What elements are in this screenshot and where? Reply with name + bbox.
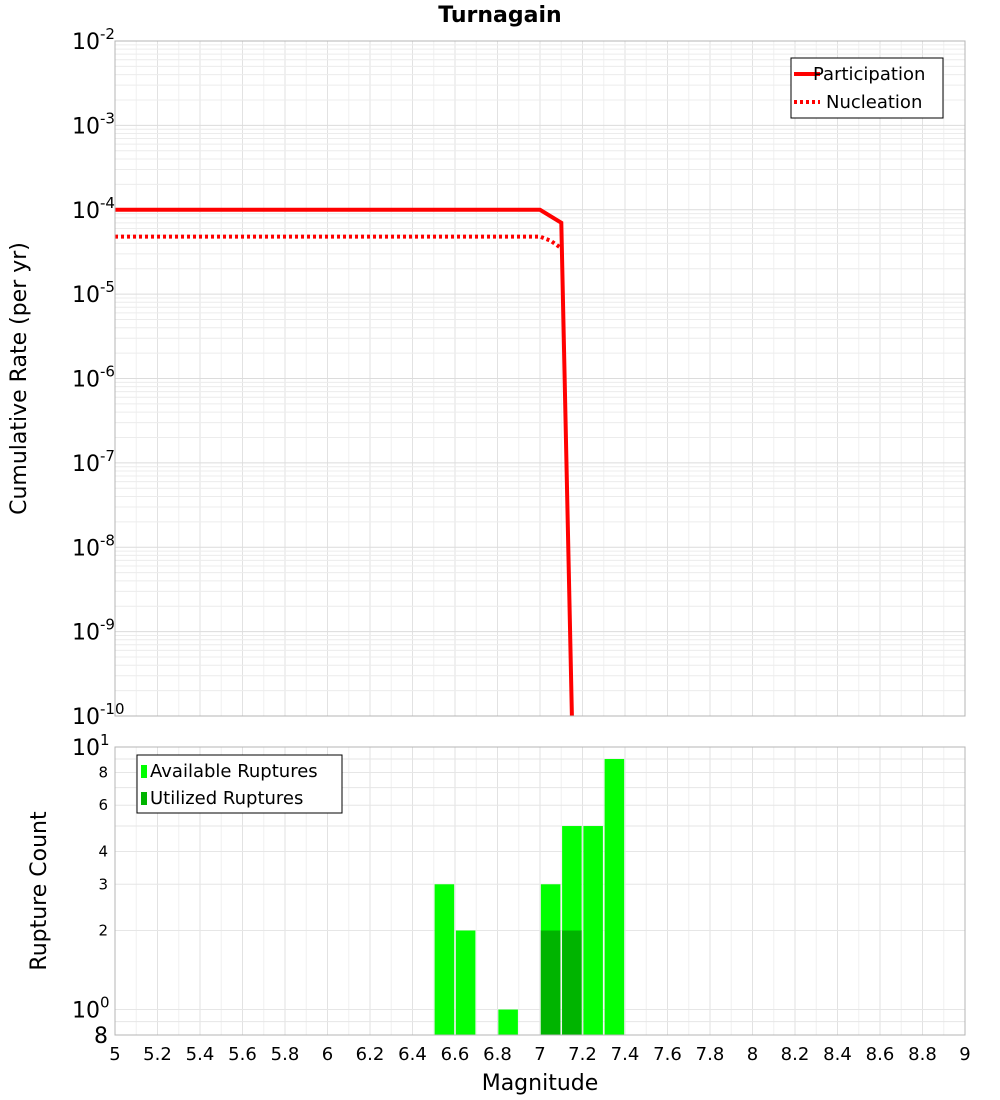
y-tick-label: 10-7 <box>72 447 115 477</box>
x-tick-label: 5.2 <box>143 1044 172 1065</box>
y-tick-exponent: -3 <box>100 109 115 127</box>
x-tick-label: 8 <box>747 1044 758 1065</box>
x-tick-label: 6.4 <box>398 1044 427 1065</box>
y-tick-label: 3 <box>98 875 108 893</box>
x-tick-label: 6.8 <box>483 1044 512 1065</box>
y-tick-label: 10-5 <box>72 278 115 308</box>
bar-available-ruptures <box>583 826 603 1035</box>
legend-label-utilized-ruptures: Utilized Ruptures <box>150 788 303 809</box>
y-tick-exponent: 0 <box>100 994 110 1012</box>
x-tick-label: 5.4 <box>186 1044 215 1065</box>
series-line-participation <box>115 207 574 716</box>
rate-legend: Participation Nucleation <box>790 57 944 119</box>
y-tick-label: 100 <box>72 994 110 1024</box>
y-tick-exponent: -10 <box>100 700 125 718</box>
rupture-y-axis-label: Rupture Count <box>27 811 52 971</box>
y-tick-label: 10-6 <box>72 363 115 393</box>
y-tick-base: 10 <box>72 368 100 393</box>
x-tick-label: 5.8 <box>271 1044 300 1065</box>
x-tick-label: 7.8 <box>696 1044 725 1065</box>
x-tick-label: 7.2 <box>568 1044 597 1065</box>
y-tick-exponent: -8 <box>100 531 115 549</box>
bar-available-ruptures <box>604 759 625 1035</box>
legend-label-participation: Participation <box>813 64 925 85</box>
y-tick-base: 10 <box>72 621 100 646</box>
y-tick-label: 10-2 <box>72 25 115 55</box>
bar-available-ruptures <box>455 930 476 1035</box>
y-tick-label: 10-9 <box>72 616 115 646</box>
rate-plot-grid <box>114 41 966 717</box>
y-tick-exponent: -4 <box>100 194 115 212</box>
x-tick-label: 6.2 <box>356 1044 385 1065</box>
legend-box <box>136 754 343 814</box>
x-tick-label: 5 <box>109 1044 120 1065</box>
y-tick-exponent: -6 <box>100 363 115 381</box>
x-tick-label: 5.6 <box>228 1044 257 1065</box>
legend-box <box>790 57 944 119</box>
y-tick-base: 10 <box>72 536 100 561</box>
x-tick-label: 7 <box>534 1044 545 1065</box>
chart-title: Turnagain <box>438 3 561 28</box>
y-tick-exponent: -2 <box>100 25 115 43</box>
bar-utilized-ruptures <box>562 930 582 1035</box>
bar-available-ruptures <box>434 884 455 1035</box>
y-tick-label: 10-8 <box>72 531 115 561</box>
y-tick-exponent: 1 <box>100 731 110 749</box>
series-line-nucleation <box>115 234 563 250</box>
x-tick-label: 8.4 <box>823 1044 852 1065</box>
x-tick-label: 7.6 <box>653 1044 682 1065</box>
legend-swatch-available-ruptures <box>141 765 147 778</box>
rate-y-axis-label: Cumulative Rate (per yr) <box>7 242 32 515</box>
bar-available-ruptures <box>498 1009 518 1035</box>
rate-plot-frame <box>114 40 966 717</box>
x-tick-label: 6.6 <box>441 1044 470 1065</box>
rupture-count-bars <box>434 759 625 1035</box>
y-tick-label: 10-3 <box>72 109 115 139</box>
y-tick-base: 10 <box>72 114 100 139</box>
y-tick-exponent: -5 <box>100 278 115 296</box>
y-tick-base: 10 <box>72 452 100 477</box>
magnitude-x-tick-labels: 5 5.2 5.4 5.6 5.8 6 6.2 6.4 6.6 6.8 7 7.2 7.4 7.6 7.8 8… <box>109 1044 970 1065</box>
y-tick-label: 4 <box>98 842 108 860</box>
bar-utilized-ruptures <box>540 930 561 1035</box>
y-tick-label: 6 <box>98 796 108 814</box>
rate-plot-lines <box>115 207 574 716</box>
y-tick-base: 10 <box>72 283 100 308</box>
y-tick-base: 10 <box>72 736 100 761</box>
x-tick-label: 6 <box>322 1044 333 1065</box>
legend-label-available-ruptures: Available Ruptures <box>150 761 318 782</box>
legend-label-nucleation: Nucleation <box>826 92 922 113</box>
x-tick-label: 9 <box>959 1044 970 1065</box>
x-tick-label: 8.6 <box>866 1044 895 1065</box>
y-tick-label: 2 <box>98 922 108 940</box>
y-tick-exponent: -9 <box>100 616 115 634</box>
y-tick-base: 10 <box>72 30 100 55</box>
y-tick-exponent: -7 <box>100 447 115 465</box>
rupture-count-frame <box>114 746 966 1036</box>
rupture-legend: Available Ruptures Utilized Ruptures <box>136 754 343 814</box>
y-tick-label: 10-10 <box>72 700 125 730</box>
x-tick-label: 7.4 <box>611 1044 640 1065</box>
y-tick-label: 8 <box>98 763 108 781</box>
x-tick-label: 8.8 <box>908 1044 937 1065</box>
y-tick-base: 10 <box>72 199 100 224</box>
y-tick-label: 8 <box>94 1024 108 1049</box>
y-tick-label: 10-4 <box>72 194 115 224</box>
y-tick-label: 101 <box>72 731 110 761</box>
y-tick-base: 10 <box>72 705 100 730</box>
magnitude-x-axis-label: Magnitude <box>482 1071 599 1096</box>
legend-swatch-utilized-ruptures <box>141 792 147 805</box>
y-tick-base: 10 <box>72 999 100 1024</box>
x-tick-label: 8.2 <box>781 1044 810 1065</box>
